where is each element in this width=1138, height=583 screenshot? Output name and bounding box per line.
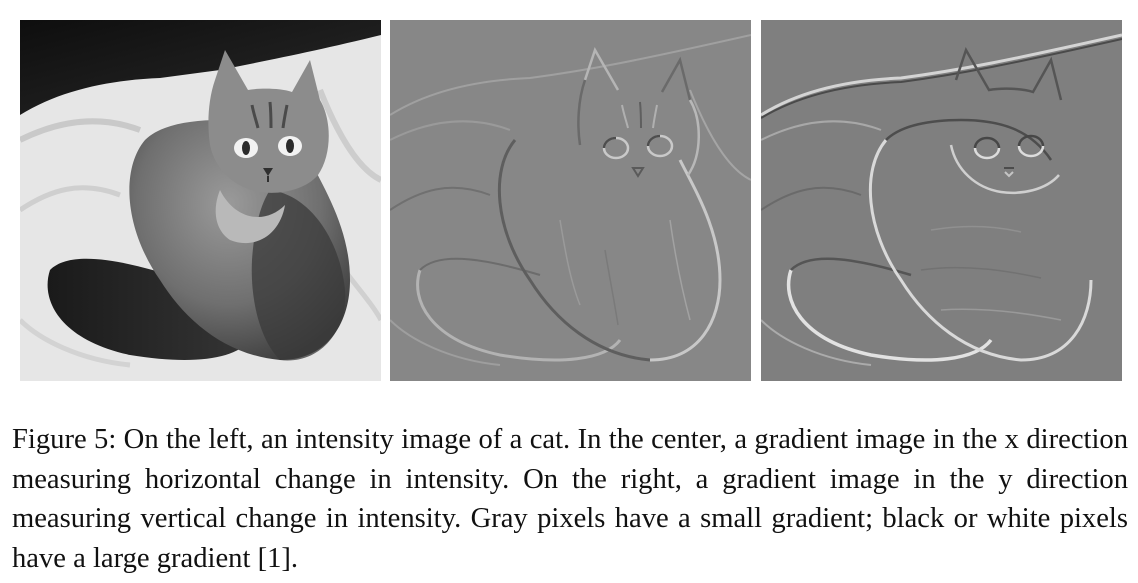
figure-caption: Figure 5: On the left, an intensity imag… — [12, 420, 1128, 578]
cat-intensity-image — [20, 20, 381, 381]
cat-gradient-y-image — [761, 20, 1122, 381]
figure-caption-text: On the left, an intensity image of a cat… — [12, 424, 1128, 574]
figure-label: Figure 5: — [12, 424, 117, 455]
cat-gradient-x-image — [390, 20, 751, 381]
figure-panels — [20, 20, 1122, 381]
